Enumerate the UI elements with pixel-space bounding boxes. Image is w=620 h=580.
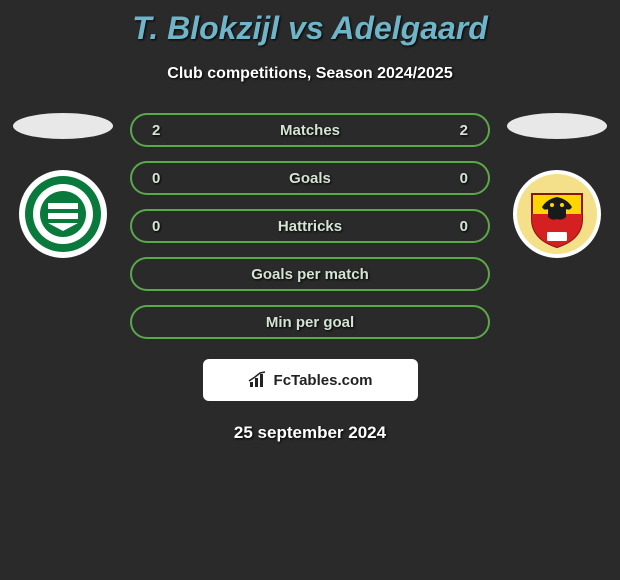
stat-row-goals-per-match: Goals per match <box>130 257 490 291</box>
stat-right-value: 2 <box>460 122 468 139</box>
stat-label: Min per goal <box>266 314 354 331</box>
watermark-badge[interactable]: FcTables.com <box>203 359 418 401</box>
right-club-logo <box>512 169 602 259</box>
stat-row-goals: 0 Goals 0 <box>130 161 490 195</box>
stat-left-value: 0 <box>152 218 160 235</box>
stat-left-value: 0 <box>152 170 160 187</box>
stat-label: Goals per match <box>251 266 369 283</box>
stat-right-value: 0 <box>460 218 468 235</box>
comparison-card: T. Blokzijl vs Adelgaard Club competitio… <box>0 0 620 443</box>
stat-left-value: 2 <box>152 122 160 139</box>
groningen-logo-icon <box>18 169 108 259</box>
go-ahead-eagles-logo-icon <box>512 169 602 259</box>
watermark-text: FcTables.com <box>274 372 373 389</box>
subtitle: Club competitions, Season 2024/2025 <box>0 65 620 83</box>
stats-column: 2 Matches 2 0 Goals 0 0 Hattricks 0 Goal… <box>118 113 502 339</box>
page-title: T. Blokzijl vs Adelgaard <box>0 10 620 47</box>
stat-label: Goals <box>289 170 331 187</box>
left-player-column <box>8 113 118 259</box>
player-avatar-placeholder <box>13 113 113 139</box>
left-club-logo <box>18 169 108 259</box>
stat-row-matches: 2 Matches 2 <box>130 113 490 147</box>
stat-row-min-per-goal: Min per goal <box>130 305 490 339</box>
stat-row-hattricks: 0 Hattricks 0 <box>130 209 490 243</box>
content-row: 2 Matches 2 0 Goals 0 0 Hattricks 0 Goal… <box>0 113 620 339</box>
stat-label: Hattricks <box>278 218 342 235</box>
stat-right-value: 0 <box>460 170 468 187</box>
chart-icon <box>248 371 268 389</box>
date-label: 25 september 2024 <box>0 423 620 443</box>
stat-label: Matches <box>280 122 340 139</box>
player-avatar-placeholder <box>507 113 607 139</box>
right-player-column <box>502 113 612 259</box>
